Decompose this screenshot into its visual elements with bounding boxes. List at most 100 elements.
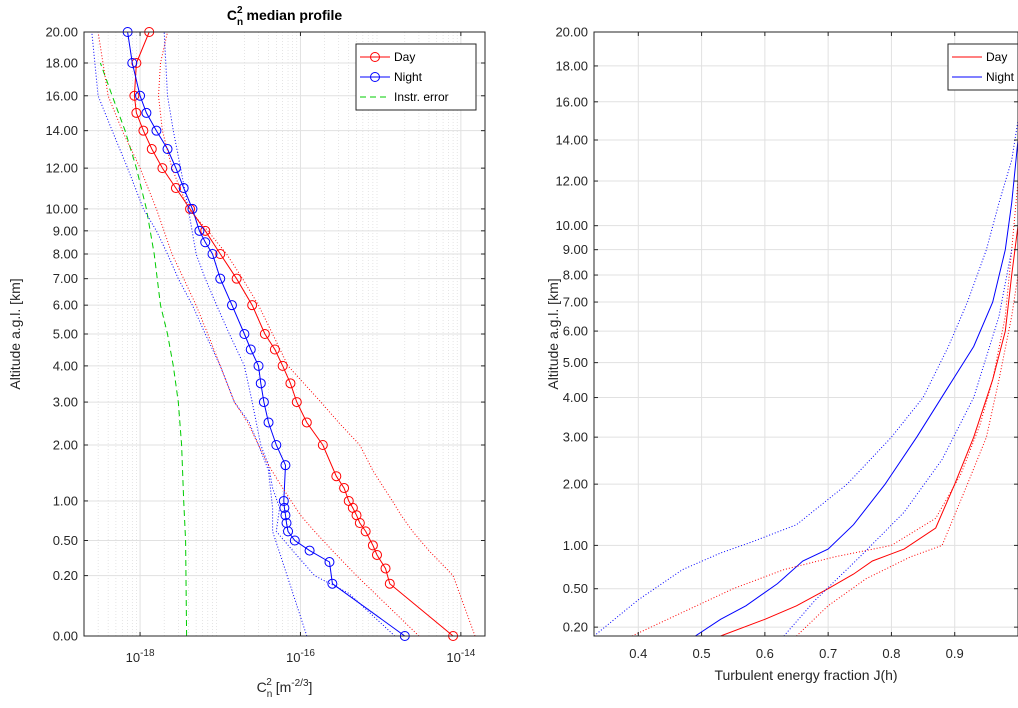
day-point — [277, 360, 288, 371]
legend-label: Day — [394, 50, 415, 64]
x-tick-label: 10-16 — [286, 648, 315, 665]
y-tick-label: 4.00 — [53, 358, 78, 373]
night-point — [215, 273, 226, 284]
y-tick-label: 16.00 — [45, 88, 78, 103]
night-point — [258, 397, 269, 408]
day-point — [231, 273, 242, 284]
night-point — [127, 57, 138, 68]
chart-panel-2: 0.20 0.50 1.00 2.00 3.00 4.00 5.00 6.00 7.00 8.00… — [545, 25, 1018, 683]
day-point — [291, 397, 302, 408]
legend-label: Day — [986, 50, 1007, 64]
y-tick-label: 10.00 — [45, 201, 78, 216]
x-tick-label: 0.5 — [693, 646, 711, 661]
axes-box — [593, 31, 1018, 637]
gridlines — [594, 31, 1018, 636]
night-point — [280, 460, 291, 471]
plot-area — [594, 32, 1018, 636]
night-point — [141, 107, 152, 118]
y-tick-label: 1.00 — [563, 538, 588, 553]
tick-labels: 0.20 0.50 1.00 2.00 3.00 4.00 5.00 6.00 7.00 8.00… — [555, 25, 1018, 661]
y-tick-label: 0.20 — [563, 620, 588, 635]
day-point — [285, 378, 296, 389]
night-point — [281, 518, 292, 529]
x-tick-label: 0.9 — [946, 646, 964, 661]
night-point — [239, 329, 250, 339]
day-point — [138, 125, 149, 136]
day-point — [247, 300, 258, 311]
day-line — [133, 32, 454, 636]
x-axis-label: Cn2 [m-2/3] — [257, 677, 313, 700]
quartile-line — [594, 120, 1018, 636]
y-axis-label: Altitude a.g.l. [km] — [7, 278, 23, 389]
x-tick-label: 0.7 — [819, 646, 837, 661]
night-point — [327, 578, 338, 589]
night-point — [271, 439, 282, 450]
y-tick-label: 0.50 — [563, 581, 588, 596]
day-point — [146, 144, 157, 155]
x-tick-label: 10-18 — [126, 648, 155, 665]
x-tick-label: 0.6 — [756, 646, 774, 661]
night-point — [170, 163, 181, 174]
y-tick-label: 8.00 — [563, 268, 588, 283]
quartile-line — [783, 249, 1013, 636]
day-point — [215, 248, 226, 259]
night-point — [194, 225, 205, 236]
y-tick-label: 10.00 — [555, 218, 588, 233]
legend-box — [947, 43, 1018, 91]
x-tick-label: 0.4 — [629, 646, 647, 661]
night-point — [304, 545, 315, 556]
chart-title: Cn2 median profile — [227, 5, 343, 28]
y-tick-label: 0.50 — [53, 533, 78, 548]
night-point — [245, 344, 256, 355]
y-tick-label: 8.00 — [53, 246, 78, 261]
day-point — [343, 495, 354, 506]
y-tick-label: 6.00 — [563, 324, 588, 339]
y-tick-label: 7.00 — [563, 295, 588, 310]
y-tick-label: 16.00 — [555, 94, 588, 109]
legend-label: Night — [986, 70, 1015, 84]
day-point — [129, 90, 140, 101]
chart-panel-1: 0.00 0.20 0.50 1.00 2.00 3.00 4.00 5.00 6.00 7.00… — [7, 5, 486, 700]
day-point — [317, 439, 328, 450]
day-point — [384, 578, 395, 589]
data-series — [594, 120, 1018, 636]
night-point — [135, 90, 146, 101]
instr-error-line — [99, 62, 188, 636]
night-point — [207, 248, 218, 259]
y-tick-label: 2.00 — [53, 437, 78, 452]
night-point — [226, 300, 237, 311]
y-tick-label: 18.00 — [555, 58, 588, 73]
day-point — [380, 563, 391, 574]
day-point — [367, 540, 378, 551]
night-point — [162, 144, 173, 155]
y-tick-label: 20.00 — [555, 25, 588, 40]
night-point — [253, 360, 264, 371]
day-point — [371, 549, 382, 560]
y-tick-label: 6.00 — [53, 298, 78, 313]
y-tick-label: 12.00 — [45, 161, 78, 176]
legend: Day Night Instr. error — [355, 43, 477, 111]
y-tick-label: 12.00 — [555, 174, 588, 189]
night-point — [280, 510, 291, 521]
tick-labels: 0.00 0.20 0.50 1.00 2.00 3.00 4.00 5.00 6.00 7.00… — [45, 25, 485, 665]
y-tick-label: 14.00 — [555, 133, 588, 148]
day-point — [331, 471, 342, 482]
night-line — [695, 139, 1018, 636]
night-point — [289, 535, 300, 546]
y-tick-label: 9.00 — [53, 223, 78, 238]
night-point — [200, 237, 211, 248]
legend-label: Night — [394, 70, 423, 84]
day-point — [339, 483, 350, 494]
night-point — [324, 557, 335, 568]
legend-label: Instr. error — [394, 90, 449, 104]
night-line — [127, 32, 406, 636]
y-tick-label: 3.00 — [53, 395, 78, 410]
y-axis-label: Altitude a.g.l. [km] — [545, 278, 561, 389]
day-point — [200, 225, 211, 236]
day-point — [360, 526, 371, 537]
y-tick-label: 9.00 — [563, 242, 588, 257]
x-axis-label: Turbulent energy fraction J(h) — [714, 667, 897, 683]
y-tick-label: 0.20 — [53, 568, 78, 583]
legend: Day Night — [947, 43, 1018, 91]
night-point — [278, 495, 289, 506]
